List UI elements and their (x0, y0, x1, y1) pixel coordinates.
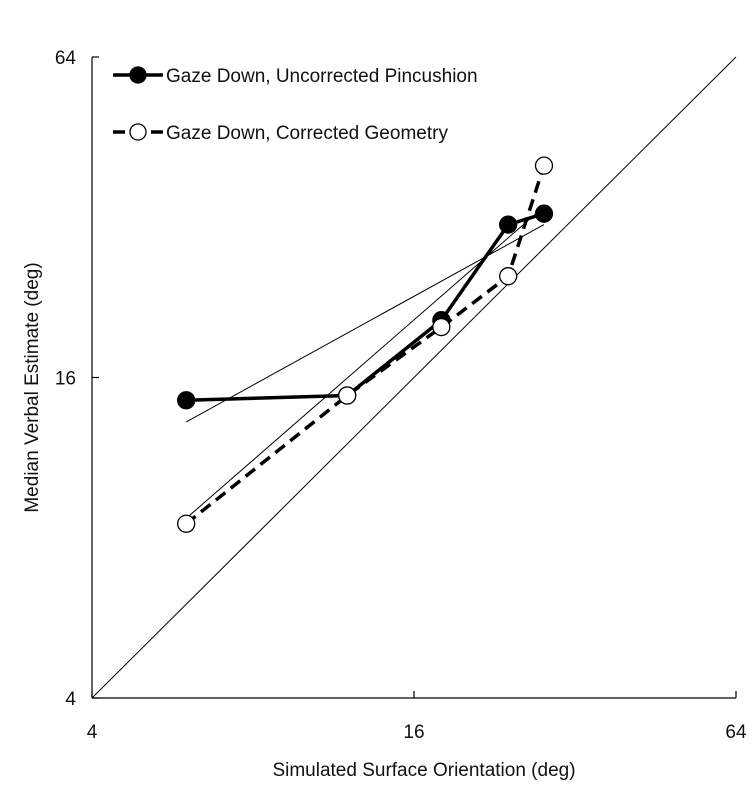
fit-line (185, 206, 545, 519)
data-point (534, 156, 554, 175)
reference-lines (91, 56, 737, 699)
data-point (432, 317, 451, 337)
y-axis-label: Median Verbal Estimate (deg) (22, 262, 43, 512)
x-tick-label: 16 (403, 722, 424, 743)
fit-line (185, 224, 545, 423)
legend-marker (129, 66, 147, 84)
data-point (177, 514, 196, 533)
data-point (534, 204, 554, 223)
series-line (185, 165, 546, 526)
series-line (186, 211, 545, 403)
legend-label: Gaze Down, Corrected Geometry (166, 123, 448, 144)
data-point (499, 215, 518, 234)
y-tick-label: 64 (55, 48, 77, 69)
legend-entry: Gaze Down, Corrected Geometry (113, 123, 448, 144)
legend-entry: Gaze Down, Uncorrected Pincushion (113, 66, 478, 87)
series-1 (177, 204, 554, 410)
data-point (338, 386, 357, 405)
legend: Gaze Down, Uncorrected Pincushion Gaze Do… (113, 66, 478, 144)
identity-line (91, 56, 737, 699)
axes: 4 16 64 4 16 64 (55, 48, 747, 743)
legend-marker (129, 123, 147, 141)
x-axis-label: Simulated Surface Orientation (deg) (272, 760, 575, 781)
legend-label: Gaze Down, Uncorrected Pincushion (166, 66, 478, 87)
data-point (499, 267, 518, 286)
series-layer (177, 156, 554, 533)
data-point (177, 391, 196, 410)
y-tick-label: 4 (65, 689, 76, 710)
series-2 (177, 156, 554, 533)
x-tick-label: 4 (87, 722, 98, 743)
x-tick-label: 64 (725, 722, 747, 743)
y-tick-label: 16 (55, 369, 76, 390)
